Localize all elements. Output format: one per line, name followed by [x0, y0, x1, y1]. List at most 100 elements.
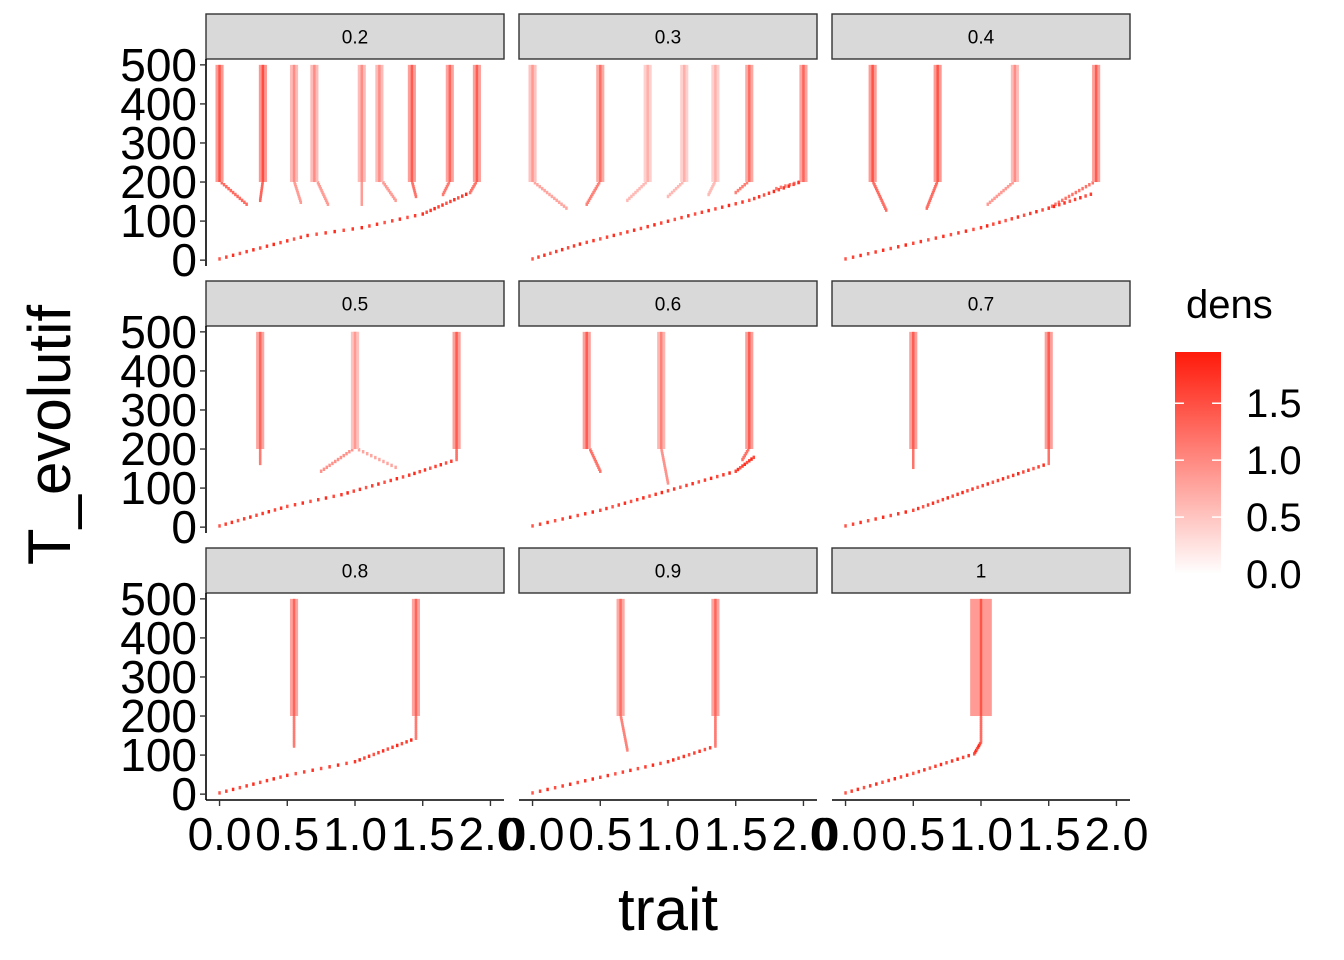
heatmap-cell	[606, 773, 610, 778]
y-tick-label: 100	[120, 462, 197, 514]
heatmap-cell	[714, 715, 717, 719]
heatmap-cell	[323, 196, 327, 201]
heatmap-cell	[364, 485, 368, 490]
heatmap-cell	[896, 512, 900, 516]
heatmap-cell	[360, 184, 364, 189]
heatmap-cell	[1011, 181, 1014, 185]
heatmap-cell	[660, 448, 663, 452]
heatmap-cell	[568, 782, 572, 786]
heatmap-cell	[711, 184, 714, 189]
heatmap-cell	[592, 190, 595, 195]
heatmap-cell	[393, 196, 396, 201]
heatmap-cell	[1047, 206, 1050, 210]
heatmap-cell	[421, 212, 424, 216]
facet-strip-label: 1	[976, 562, 987, 583]
heatmap-cell	[991, 480, 995, 484]
heatmap-cell	[632, 228, 636, 232]
facet-strip	[518, 280, 818, 327]
heatmap-cell	[634, 190, 637, 195]
heatmap-cell	[666, 194, 670, 199]
heatmap-cell	[252, 782, 255, 786]
heatmap-cell	[931, 501, 935, 505]
heatmap-cell	[797, 180, 800, 185]
heatmap-cell	[722, 473, 725, 477]
x-tick-label: 0.0	[814, 808, 878, 860]
heatmap-cell	[640, 184, 643, 189]
heatmap-cell	[672, 487, 676, 491]
heatmap-cell	[294, 771, 297, 776]
heatmap-cell	[292, 715, 296, 719]
heatmap-cell	[745, 450, 749, 454]
heatmap-cell	[345, 451, 348, 456]
heatmap-cell	[976, 485, 979, 490]
heatmap-cell	[395, 743, 399, 748]
heatmap-cell	[1047, 453, 1050, 458]
heatmap-cell	[904, 510, 907, 514]
heatmap-cell	[450, 459, 453, 463]
heatmap-cell	[881, 515, 885, 519]
heatmap-cell	[925, 206, 929, 210]
heatmap-cell	[639, 226, 643, 231]
heatmap-cell	[665, 473, 668, 477]
heatmap-cell	[259, 196, 262, 201]
x-tick-label: 2.0	[1084, 808, 1148, 860]
heatmap-cell	[605, 235, 609, 239]
heatmap-cell	[398, 217, 402, 221]
heatmap-cell	[387, 188, 391, 193]
heatmap-cell	[455, 450, 458, 454]
heatmap-cell	[629, 499, 633, 504]
heatmap-cell	[429, 466, 432, 470]
heatmap-cell	[927, 202, 930, 206]
heatmap-cell	[859, 520, 862, 525]
y-tick-label: 0	[171, 501, 197, 553]
heatmap-cell	[993, 196, 996, 201]
heatmap-cell	[445, 184, 449, 189]
heatmap-cell	[1067, 194, 1071, 199]
heatmap-cell	[623, 734, 626, 739]
heatmap-cell	[218, 524, 221, 528]
heatmap-column	[1094, 64, 1098, 183]
heatmap-cell	[709, 188, 712, 193]
heatmap-cell	[624, 742, 628, 746]
heatmap-cell	[295, 188, 299, 193]
heatmap-cell	[322, 192, 325, 197]
heatmap-cell	[596, 183, 600, 187]
heatmap-cell	[414, 734, 418, 739]
heatmap-cell	[1047, 461, 1050, 466]
y-tick-label: 400	[120, 345, 197, 397]
heatmap-column	[683, 64, 686, 183]
heatmap-cell	[533, 181, 537, 185]
heatmap-cell	[916, 506, 920, 511]
heatmap-cell	[231, 787, 235, 792]
heatmap-cell	[265, 778, 269, 783]
heatmap-cell	[714, 740, 717, 744]
heatmap-cell	[745, 181, 749, 185]
heatmap-cell	[709, 476, 713, 481]
heatmap-cell	[370, 484, 374, 488]
heatmap-cell	[714, 717, 717, 721]
heatmap-cell	[357, 448, 361, 452]
heatmap-cell	[261, 511, 264, 516]
heatmap-cell	[472, 184, 475, 189]
heatmap-cell	[912, 457, 915, 462]
heatmap-cell	[659, 221, 663, 225]
heatmap-cell	[663, 465, 667, 470]
y-tick-label: 100	[120, 729, 197, 781]
heatmap-cell	[388, 190, 392, 195]
heatmap-cell	[1000, 190, 1003, 195]
heatmap-cell	[662, 459, 666, 464]
heatmap-cell	[934, 236, 938, 240]
heatmap-cell	[988, 200, 992, 205]
heatmap-cell	[377, 750, 380, 755]
facet-strip	[831, 280, 1131, 327]
heatmap-cell	[685, 483, 688, 488]
heatmap-column	[414, 598, 418, 717]
heatmap-cell	[587, 198, 591, 203]
heatmap-cell	[386, 186, 389, 191]
heatmap-cell	[414, 724, 418, 729]
heatmap-cell	[1047, 450, 1050, 454]
heatmap-cell	[449, 199, 452, 204]
heatmap-cell	[661, 453, 664, 458]
heatmap-cell	[592, 455, 596, 460]
heatmap-cell	[1041, 208, 1044, 212]
